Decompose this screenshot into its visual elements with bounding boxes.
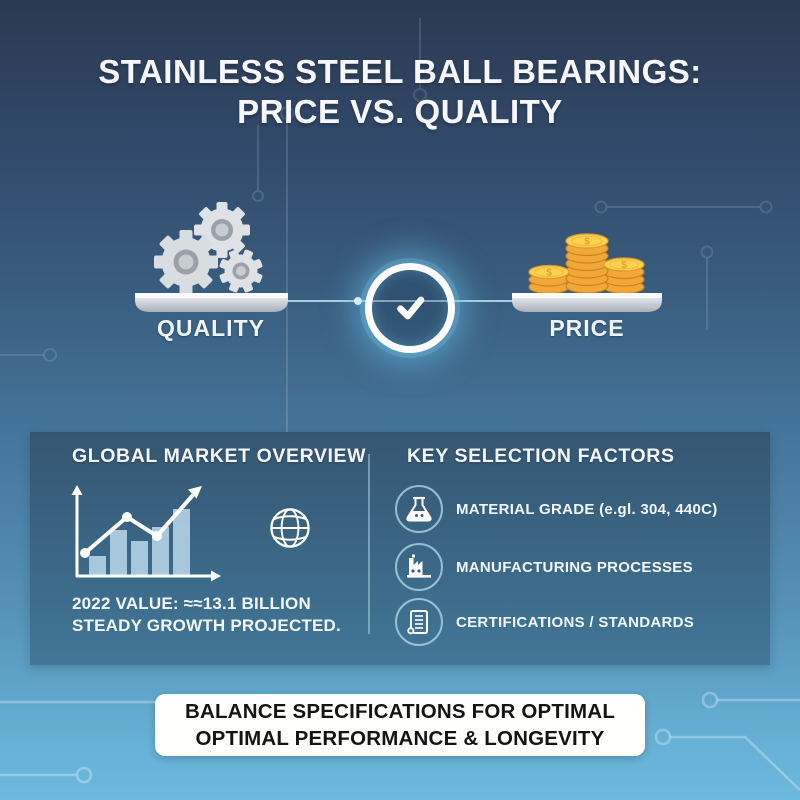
market-value-line1: 2022 VALUE: ≈≈13.1 BILLION	[72, 594, 311, 613]
info-panel: GLOBAL MARKET OVERVIEW	[30, 432, 770, 665]
factor-row-material-grade: MATERIAL GRADE (e.gl. 304, 440C)	[395, 485, 718, 533]
growth-chart-icon	[71, 485, 221, 582]
price-label: PRICE	[549, 315, 625, 341]
factory-icon	[395, 543, 443, 591]
page-title: STAINLESS STEEL BALL BEARINGS: PRICE VS.…	[0, 52, 800, 132]
coin-dollar-symbol: $	[621, 260, 627, 271]
page-title-line2: PRICE VS. QUALITY	[237, 93, 563, 130]
footer-line2: OPTIMAL PERFORMANCE & LONGEVITY	[195, 727, 605, 750]
factor-label-manufacturing: MANUFACTURING PROCESSES	[456, 558, 693, 576]
coin-dollar-symbol: $	[546, 268, 552, 279]
scroll-icon	[395, 598, 443, 646]
globe-icon	[270, 508, 310, 548]
flask-icon	[395, 485, 443, 533]
checkmark-glyph	[397, 296, 425, 320]
market-heading: GLOBAL MARKET OVERVIEW	[72, 445, 367, 467]
factor-label-material-grade: MATERIAL GRADE (e.gl. 304, 440C)	[456, 500, 718, 518]
factor-row-manufacturing: MANUFACTURING PROCESSES	[395, 543, 693, 591]
panel-divider	[368, 454, 370, 634]
market-value-text: 2022 VALUE: ≈≈13.1 BILLION STEADY GROWTH…	[72, 593, 341, 636]
factor-row-certifications: CERTIFICATIONS / STANDARDS	[395, 598, 695, 646]
coin-dollar-symbol: $	[584, 237, 590, 248]
factors-heading: KEY SELECTION FACTORS	[407, 445, 675, 467]
page-title-line1: STAINLESS STEEL BALL BEARINGS:	[98, 53, 702, 90]
market-value-line2: STEADY GROWTH PROJECTED.	[72, 615, 341, 635]
factor-label-certifications: CERTIFICATIONS / STANDARDS	[456, 613, 695, 631]
gears-icon	[154, 202, 263, 294]
footer-line1: BALANCE SPECIFICATIONS FOR OPTIMAL	[184, 700, 616, 723]
coins-icon: $ $ $	[528, 233, 645, 295]
scale-tray-left	[135, 293, 288, 312]
footer-callout: BALANCE SPECIFICATIONS FOR OPTIMAL OPTIM…	[155, 694, 645, 756]
scale-tray-right	[512, 293, 662, 312]
quality-label: QUALITY	[157, 315, 265, 341]
check-circle-icon	[365, 263, 455, 353]
